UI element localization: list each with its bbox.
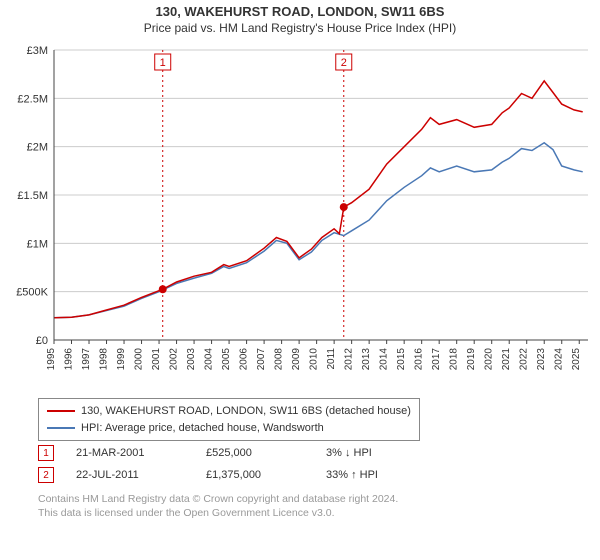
svg-text:2017: 2017 <box>431 348 442 371</box>
legend: 130, WAKEHURST ROAD, LONDON, SW11 6BS (d… <box>38 398 420 441</box>
svg-text:2018: 2018 <box>449 348 460 371</box>
svg-text:£2.5M: £2.5M <box>17 93 48 105</box>
marker-rows: 1 21-MAR-2001 £525,000 3% ↓ HPI 2 22-JUL… <box>38 442 436 486</box>
legend-swatch-property <box>47 410 75 412</box>
svg-text:1996: 1996 <box>64 348 75 371</box>
svg-text:2000: 2000 <box>134 348 145 371</box>
svg-text:2005: 2005 <box>221 348 232 371</box>
svg-text:1998: 1998 <box>99 348 110 371</box>
legend-label-hpi: HPI: Average price, detached house, Wand… <box>81 420 324 437</box>
svg-text:2004: 2004 <box>204 348 215 371</box>
svg-text:£1.5M: £1.5M <box>17 190 48 202</box>
svg-text:2010: 2010 <box>309 348 320 371</box>
svg-text:£1M: £1M <box>27 238 48 250</box>
svg-text:1995: 1995 <box>46 348 57 371</box>
svg-text:2: 2 <box>341 57 347 69</box>
title-block: 130, WAKEHURST ROAD, LONDON, SW11 6BS Pr… <box>0 0 600 36</box>
svg-text:2023: 2023 <box>536 348 547 371</box>
legend-label-property: 130, WAKEHURST ROAD, LONDON, SW11 6BS (d… <box>81 403 411 420</box>
svg-text:£500K: £500K <box>16 287 48 299</box>
svg-text:2002: 2002 <box>169 348 180 371</box>
svg-text:2019: 2019 <box>466 348 477 371</box>
marker-date-2: 22-JUL-2011 <box>76 469 206 481</box>
marker-delta-2: 33% ↑ HPI <box>326 469 436 481</box>
svg-text:£3M: £3M <box>27 45 48 57</box>
svg-text:2012: 2012 <box>344 348 355 371</box>
svg-text:2011: 2011 <box>326 348 337 370</box>
svg-text:2021: 2021 <box>501 348 512 371</box>
svg-text:£0: £0 <box>36 335 48 347</box>
svg-text:2016: 2016 <box>414 348 425 371</box>
attribution-line1: Contains HM Land Registry data © Crown c… <box>38 492 398 506</box>
chart-svg: £0 £500K £1M £1.5M £2M £2.5M £3M 1 2 1995 1996 1997… <box>0 40 600 390</box>
marker-price-2: £1,375,000 <box>206 469 326 481</box>
svg-text:2001: 2001 <box>151 348 162 371</box>
svg-text:2022: 2022 <box>519 348 530 371</box>
svg-text:2006: 2006 <box>239 348 250 371</box>
attribution-line2: This data is licensed under the Open Gov… <box>38 506 398 520</box>
svg-text:2009: 2009 <box>291 348 302 371</box>
svg-text:2008: 2008 <box>274 348 285 371</box>
marker-delta-1: 3% ↓ HPI <box>326 447 436 459</box>
legend-swatch-hpi <box>47 427 75 429</box>
chart-container: 130, WAKEHURST ROAD, LONDON, SW11 6BS Pr… <box>0 0 600 560</box>
svg-text:2015: 2015 <box>396 348 407 371</box>
legend-item-hpi: HPI: Average price, detached house, Wand… <box>47 420 411 437</box>
chart-subtitle: Price paid vs. HM Land Registry's House … <box>0 21 600 37</box>
svg-text:2014: 2014 <box>379 348 390 371</box>
marker-badge-1: 1 <box>38 445 54 461</box>
svg-text:1999: 1999 <box>116 348 127 371</box>
svg-text:2024: 2024 <box>554 348 565 371</box>
marker-price-1: £525,000 <box>206 447 326 459</box>
svg-text:2025: 2025 <box>571 348 582 371</box>
chart-title: 130, WAKEHURST ROAD, LONDON, SW11 6BS <box>0 4 600 21</box>
attribution: Contains HM Land Registry data © Crown c… <box>38 492 398 520</box>
legend-item-property: 130, WAKEHURST ROAD, LONDON, SW11 6BS (d… <box>47 403 411 420</box>
svg-text:2013: 2013 <box>361 348 372 371</box>
marker-date-1: 21-MAR-2001 <box>76 447 206 459</box>
svg-text:1997: 1997 <box>81 348 92 371</box>
svg-text:2007: 2007 <box>256 348 267 371</box>
marker-row-1: 1 21-MAR-2001 £525,000 3% ↓ HPI <box>38 442 436 464</box>
svg-text:£2M: £2M <box>27 142 48 154</box>
svg-text:1: 1 <box>160 57 166 69</box>
chart: £0 £500K £1M £1.5M £2M £2.5M £3M 1 2 1995 1996 1997… <box>0 40 600 390</box>
marker-row-2: 2 22-JUL-2011 £1,375,000 33% ↑ HPI <box>38 464 436 486</box>
svg-text:2020: 2020 <box>484 348 495 371</box>
svg-text:2003: 2003 <box>186 348 197 371</box>
marker-badge-2: 2 <box>38 467 54 483</box>
